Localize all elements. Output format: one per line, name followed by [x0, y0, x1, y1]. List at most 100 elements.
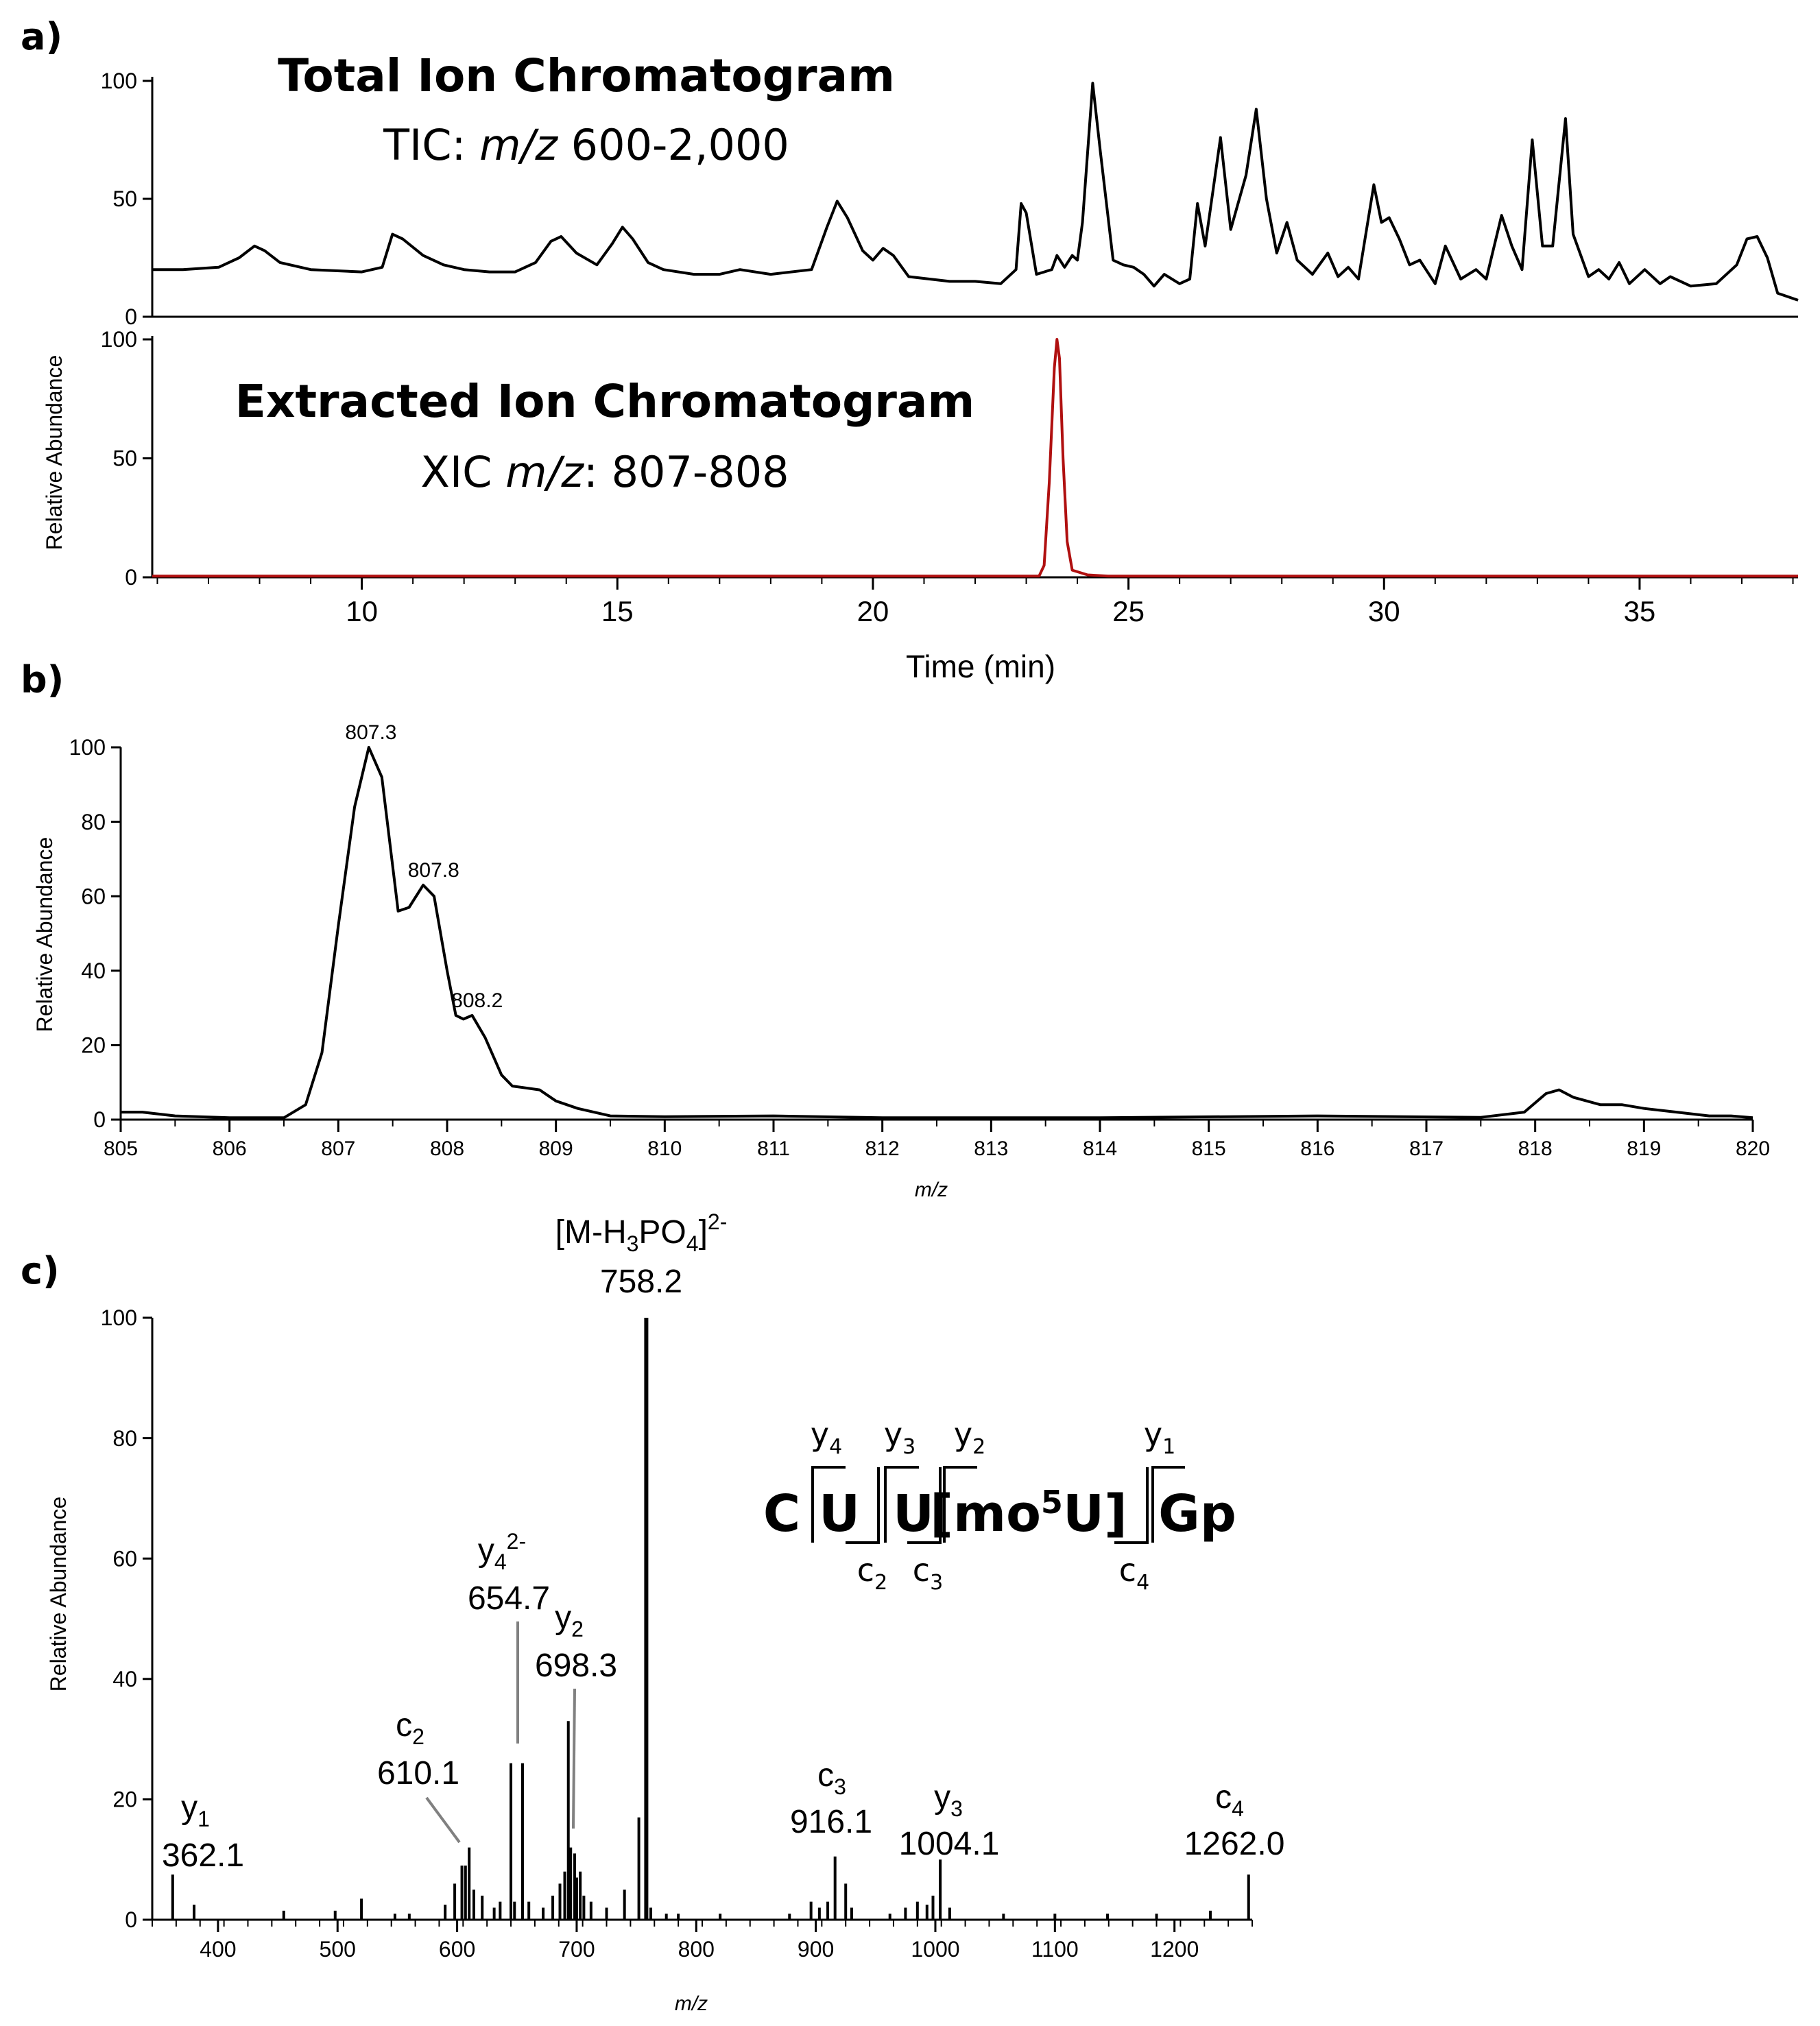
- annotation-y2-mz: 698.3: [535, 1648, 617, 1684]
- annotation-y3-sub: 3: [950, 1796, 963, 1821]
- seq-y1-letter: y: [1144, 1416, 1162, 1453]
- ms2-ytick-label: 0: [125, 1907, 137, 1932]
- annotation-c4-sub: 4: [1232, 1796, 1244, 1821]
- annotation-y3: y3 1004.1: [899, 1779, 1000, 1862]
- ms1-xtick-label: 805: [104, 1137, 138, 1160]
- ms1-xtick-label: 811: [757, 1137, 790, 1160]
- seq-c2-label: c2: [857, 1552, 887, 1595]
- annotation-y1-sub: 1: [197, 1807, 210, 1831]
- annotation-y4: y42- 654.7: [468, 1529, 550, 1744]
- ms1-xtick-label: 812: [865, 1137, 900, 1160]
- ms1-xtick-label: 813: [974, 1137, 1008, 1160]
- ms1-xtick-label: 815: [1192, 1137, 1226, 1160]
- panel-b-letter: b): [21, 658, 64, 701]
- residue-mo5U-sup: 5: [1041, 1484, 1063, 1521]
- bracket-y1: [1151, 1466, 1185, 1543]
- bracket-c4: [1114, 1467, 1149, 1544]
- bracket-y4: [811, 1466, 846, 1543]
- xic-plot: 0 50 100 10 15 20 25 30 35 Extracted Ion Chroma…: [101, 327, 1798, 684]
- annotation-c4-mz: 1262.0: [1184, 1826, 1285, 1862]
- bracket-c2: [846, 1467, 880, 1544]
- ms1-xtick-label: 806: [213, 1137, 247, 1160]
- xic-ytick-label: 0: [125, 565, 137, 590]
- annotation-y4-letter: y: [478, 1532, 494, 1569]
- ms2-xtick-label: 1000: [911, 1937, 959, 1962]
- ms1-peak-label: 808.2: [451, 989, 503, 1012]
- ms1-peak-labels: 807.3 807.8 808.2: [345, 721, 503, 1012]
- annotation-y2-sub: 2: [571, 1617, 584, 1641]
- annotation-c4-ion: c4: [1215, 1779, 1244, 1821]
- panel-a-ylabel: Relative Abundance: [42, 355, 67, 551]
- seq-c3-sub: 3: [930, 1571, 943, 1595]
- annotation-c3-ion: c3: [817, 1757, 846, 1799]
- seq-c2-sub: 2: [874, 1571, 887, 1595]
- annotation-c2-letter: c: [396, 1707, 412, 1744]
- seq-y2-sub: 2: [972, 1435, 985, 1459]
- precursor-pre: [M-H: [555, 1214, 627, 1251]
- annotation-y1: y1 362.1: [162, 1789, 244, 1874]
- seq-y4-sub: 4: [829, 1435, 842, 1459]
- precursor-mid: PO: [638, 1214, 686, 1251]
- annotation-c3-letter: c: [817, 1757, 834, 1794]
- xic-xtick-label: 20: [857, 595, 889, 627]
- seq-y3-label: y3: [884, 1416, 915, 1459]
- ms1-ylabel: Relative Abundance: [32, 837, 57, 1033]
- xic-subtitle-range: : 807-808: [584, 447, 789, 497]
- seq-c4-label: c4: [1119, 1552, 1149, 1595]
- ms2-xtick-label: 400: [200, 1937, 236, 1962]
- ms1-peak-label: 807.3: [345, 721, 396, 744]
- seq-y3-sub: 3: [902, 1435, 915, 1459]
- ms2-peaks: [171, 1318, 1250, 1920]
- ms1-y-ticks: 0 20 40 60 80 100: [69, 735, 121, 1132]
- ms1-ytick-label: 20: [81, 1033, 106, 1058]
- seq-y2-letter: y: [954, 1416, 972, 1453]
- xic-subtitle-mz: m/z: [505, 447, 584, 497]
- seq-c2-letter: c: [857, 1552, 874, 1589]
- xic-xtick-label: 25: [1112, 595, 1145, 627]
- ms2-xtick-label: 1100: [1031, 1937, 1079, 1962]
- tic-ytick-label: 0: [125, 304, 137, 329]
- annotation-c2-mz: 610.1: [377, 1755, 459, 1792]
- xic-xlabel: Time (min): [906, 649, 1055, 684]
- tic-plot: 0 50 100 Total Ion Chromatogram TIC: m/z 6…: [101, 49, 1799, 329]
- tic-title: Total Ion Chromatogram: [278, 49, 895, 102]
- xic-subtitle: XIC m/z: 807-808: [420, 447, 789, 497]
- annotation-y2-leader: [572, 1688, 576, 1829]
- annotation-y1-letter: y: [181, 1789, 197, 1826]
- ms2-xtick-label: 600: [439, 1937, 475, 1962]
- ms1-xtick-label: 816: [1300, 1137, 1334, 1160]
- ms2-ylabel: Relative Abundance: [46, 1497, 71, 1692]
- ms1-ytick-label: 80: [81, 810, 106, 834]
- annotation-c2-ion: c2: [396, 1707, 424, 1749]
- seq-y4-letter: y: [811, 1416, 829, 1453]
- precursor-sub-1: 3: [627, 1231, 639, 1256]
- panel-c-letter: c): [21, 1249, 60, 1292]
- annotation-y3-ion: y3: [934, 1779, 963, 1821]
- ms2-xlabel: m/z: [675, 1992, 708, 2015]
- residue-U-2: U: [893, 1484, 934, 1543]
- tic-series-line: [152, 82, 1799, 302]
- precursor-charge: 2-: [708, 1209, 727, 1234]
- ms2-ytick-label: 100: [101, 1305, 137, 1330]
- ms2-ytick-label: 40: [112, 1667, 137, 1691]
- xic-subtitle-prefix: XIC: [420, 447, 505, 497]
- ms2-xtick-label: 800: [678, 1937, 715, 1962]
- ms1-ytick-label: 100: [69, 735, 106, 760]
- annotation-y2: y2 698.3: [535, 1600, 617, 1829]
- xic-ytick-label: 100: [101, 327, 137, 352]
- tic-ytick-label: 50: [112, 186, 137, 211]
- ms2-ytick-label: 60: [112, 1546, 137, 1571]
- seq-c4-letter: c: [1119, 1552, 1136, 1589]
- annotation-y4-charge: 2-: [507, 1529, 526, 1554]
- residue-mo5U-pre: [mo: [930, 1484, 1041, 1543]
- residue-U-1: U: [819, 1484, 860, 1543]
- annotation-y3-letter: y: [934, 1779, 950, 1816]
- bracket-c3: [907, 1467, 942, 1544]
- annotation-y3-mz: 1004.1: [899, 1826, 1000, 1862]
- precursor-post: ]: [699, 1214, 708, 1251]
- ms1-xlabel: m/z: [915, 1179, 948, 1201]
- annotation-y1-ion: y1: [181, 1789, 210, 1831]
- xic-title: Extracted Ion Chromatogram: [235, 375, 974, 428]
- tic-y-ticks: 0 50 100: [101, 69, 152, 329]
